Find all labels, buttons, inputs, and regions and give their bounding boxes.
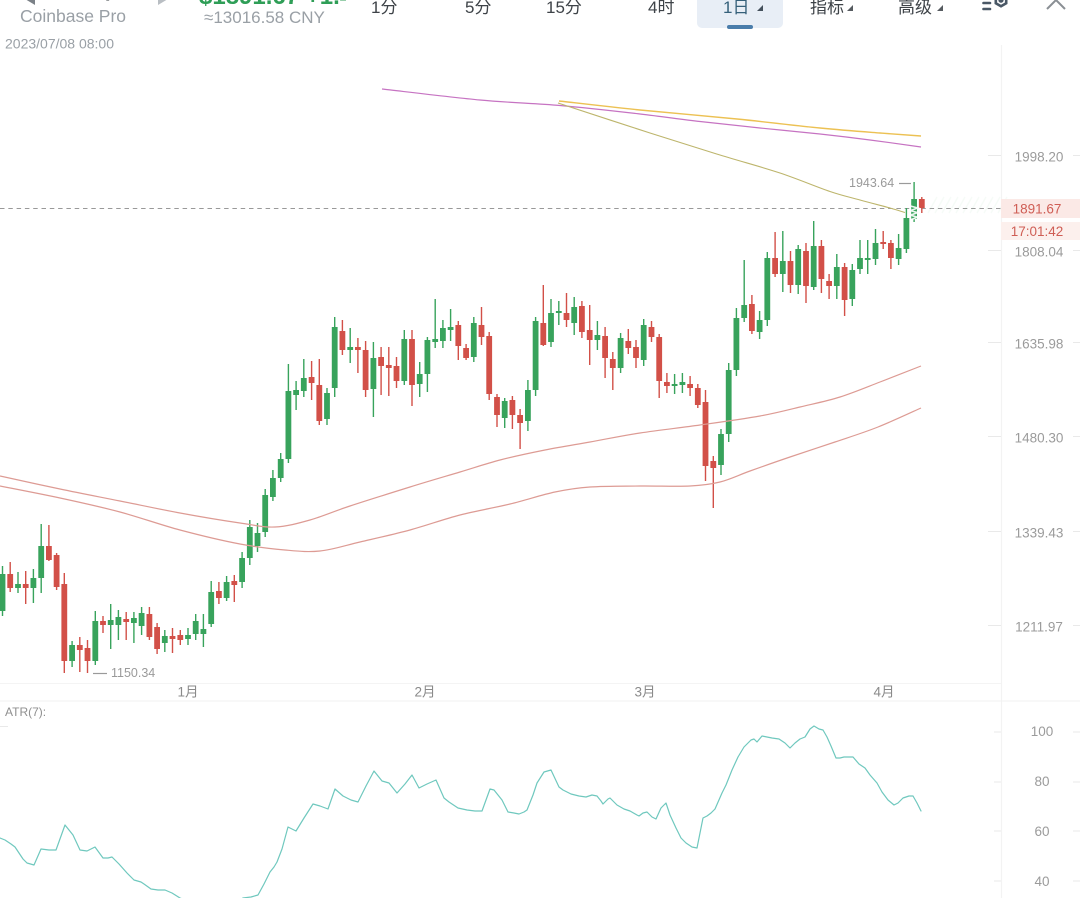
svg-text:1808.04: 1808.04	[1015, 245, 1064, 260]
svg-text:1480.30: 1480.30	[1015, 431, 1064, 446]
svg-text:2023/07/08 08:00: 2023/07/08 08:00	[5, 36, 114, 52]
svg-text:17:01:42: 17:01:42	[1011, 224, 1064, 239]
svg-text:2月: 2月	[414, 685, 435, 700]
svg-text:40: 40	[1034, 874, 1049, 889]
svg-text:4月: 4月	[873, 685, 894, 700]
svg-text:1150.34: 1150.34	[111, 666, 155, 680]
svg-text:3月: 3月	[634, 685, 655, 700]
svg-text:1211.97: 1211.97	[1015, 620, 1063, 635]
svg-text:100: 100	[1031, 724, 1054, 739]
svg-text:1339.43: 1339.43	[1015, 526, 1064, 541]
svg-text:1635.98: 1635.98	[1015, 337, 1064, 352]
svg-text:ATR(7):: ATR(7):	[5, 705, 46, 719]
svg-text:1891.67: 1891.67	[1013, 202, 1062, 217]
svg-text:60: 60	[1034, 824, 1049, 839]
svg-text:1月: 1月	[177, 685, 198, 700]
svg-text:1943.64: 1943.64	[849, 176, 894, 190]
svg-text:80: 80	[1034, 774, 1049, 789]
svg-text:1998.20: 1998.20	[1015, 150, 1064, 165]
